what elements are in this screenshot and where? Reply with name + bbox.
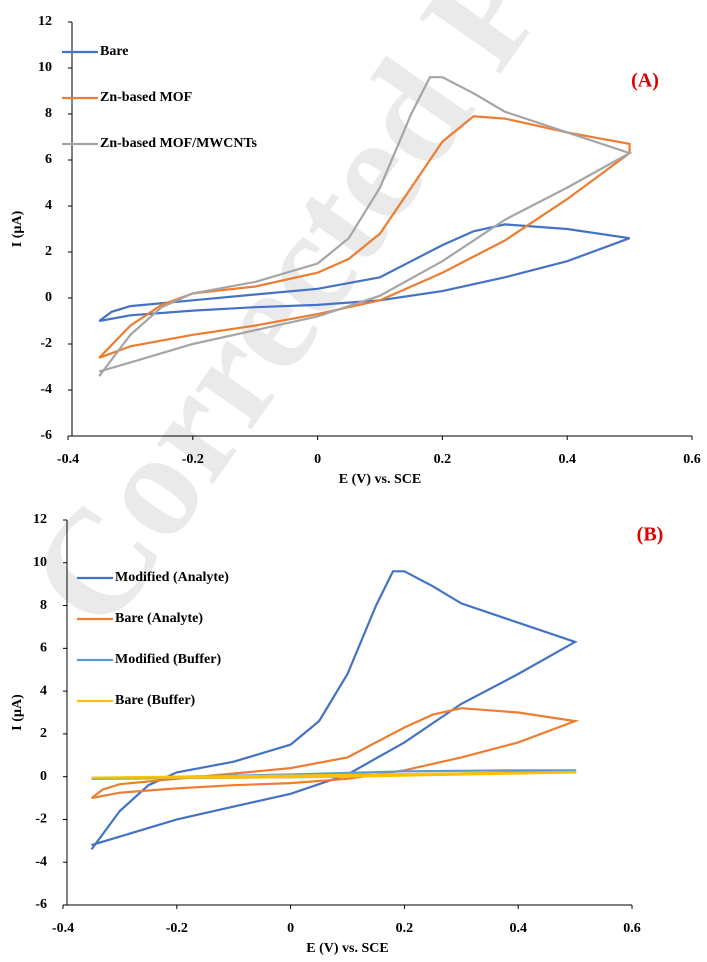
y-tick-label: -4 bbox=[35, 854, 47, 869]
x-tick-label: 0.4 bbox=[509, 921, 527, 936]
panel-label: (A) bbox=[631, 70, 659, 92]
data-line bbox=[90, 707, 580, 800]
legend-label: Zn-based MOF bbox=[100, 90, 192, 105]
legend-label: Bare bbox=[100, 44, 129, 59]
y-tick-label: 0 bbox=[40, 769, 47, 784]
x-tick-label: 0.4 bbox=[558, 452, 576, 467]
y-tick-label: -2 bbox=[40, 336, 52, 351]
x-tick-label: -0.4 bbox=[57, 452, 79, 467]
legend-label: Bare (Buffer) bbox=[115, 693, 196, 708]
y-axis-title: I (µA) bbox=[10, 694, 25, 731]
y-tick-label: 0 bbox=[45, 290, 52, 305]
data-line bbox=[90, 570, 578, 851]
y-tick-label: -6 bbox=[35, 897, 47, 912]
x-axis-title: E (V) vs. SCE bbox=[306, 941, 388, 956]
data-line bbox=[98, 115, 631, 359]
y-tick-label: 6 bbox=[45, 152, 52, 167]
legend-label: Modified (Buffer) bbox=[115, 652, 221, 667]
y-tick-label: 4 bbox=[45, 198, 52, 213]
x-tick-label: -0.2 bbox=[166, 921, 188, 936]
panel-label: (B) bbox=[637, 524, 664, 546]
data-line bbox=[98, 76, 633, 377]
y-tick-label: 2 bbox=[45, 244, 52, 259]
data-line bbox=[98, 223, 630, 323]
data-line bbox=[91, 770, 577, 779]
legend-label: Modified (Analyte) bbox=[115, 570, 229, 585]
x-tick-label: 0.6 bbox=[683, 452, 701, 467]
y-tick-label: 8 bbox=[40, 598, 47, 613]
y-tick-label: 6 bbox=[40, 641, 47, 656]
x-tick-label: 0.2 bbox=[396, 921, 414, 936]
y-tick-label: 12 bbox=[38, 14, 52, 29]
x-tick-label: 0 bbox=[287, 921, 294, 936]
y-tick-label: 2 bbox=[40, 726, 47, 741]
y-tick-label: -2 bbox=[35, 812, 47, 827]
x-tick-label: -0.4 bbox=[52, 921, 74, 936]
y-tick-label: 10 bbox=[33, 555, 47, 570]
y-tick-label: 4 bbox=[40, 683, 47, 698]
y-tick-label: 10 bbox=[38, 60, 52, 75]
y-tick-label: 12 bbox=[33, 512, 47, 527]
y-tick-label: -4 bbox=[40, 382, 52, 397]
y-tick-label: 8 bbox=[45, 106, 52, 121]
x-axis-title: E (V) vs. SCE bbox=[339, 472, 421, 487]
x-tick-label: -0.2 bbox=[182, 452, 204, 467]
y-axis-title: I (µA) bbox=[10, 210, 25, 247]
y-tick-label: -6 bbox=[40, 428, 52, 443]
legend-label: Zn-based MOF/MWCNTs bbox=[100, 136, 258, 151]
x-tick-label: 0.2 bbox=[434, 452, 452, 467]
x-tick-label: 0 bbox=[314, 452, 321, 467]
legend-label: Bare (Analyte) bbox=[115, 611, 203, 626]
x-tick-label: 0.6 bbox=[623, 921, 641, 936]
